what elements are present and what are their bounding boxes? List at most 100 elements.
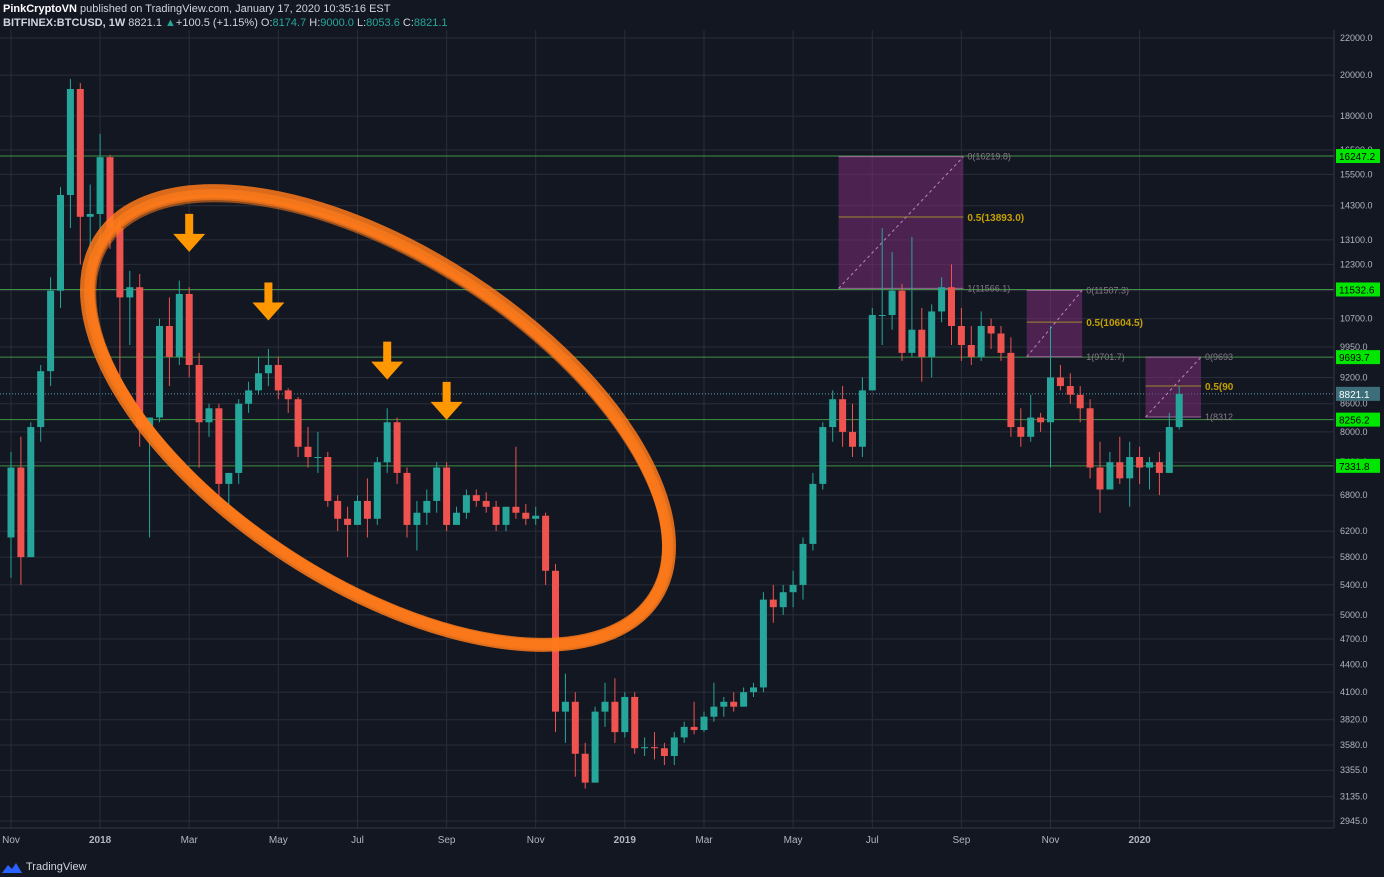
author-name[interactable]: PinkCryptoVN [3,3,77,15]
candle-down [769,599,777,608]
candle-up [96,157,104,214]
price-tick-label: 3355.0 [1340,765,1368,775]
candle-up [7,467,15,538]
time-tick-label: Nov [527,835,545,846]
candle-down [997,333,1005,353]
candle-down [611,701,619,733]
candle-up [680,726,688,738]
candle-down [17,467,25,558]
price-tick-label: 14300.0 [1340,201,1373,211]
level-price-label: 7331.8 [1339,462,1370,473]
candle-up [601,701,609,712]
candle-up [779,592,787,608]
price-axis-bg [1334,0,1384,877]
candle-down [839,399,847,432]
fib-label-top: 0(16219.8) [967,152,1011,162]
time-axis-bg [0,828,1334,877]
candle-up [354,500,361,525]
time-tick-label: 2020 [1128,835,1151,846]
time-tick-label: 2018 [89,835,112,846]
time-tick-label: Sep [438,835,456,846]
candle-down [571,701,579,754]
price-tick-label: 3135.0 [1340,792,1368,802]
level-price-tag [1336,412,1380,427]
candle-up [868,315,876,391]
fib-label-bottom: 1(11566.1) [967,283,1010,293]
candle-up [462,495,470,513]
candle-up [235,403,243,473]
candle-up [423,500,431,513]
candle-down [344,518,352,525]
candle-down [581,753,589,783]
down-arrow-icon [173,213,206,252]
time-tick-label: May [269,835,288,846]
candle-down [294,399,302,447]
candle-up [502,506,510,525]
candle-down [1076,394,1084,409]
fib-label-top: 0(9693 [1205,352,1233,362]
candle-down [542,515,550,571]
time-tick-label: Mar [181,835,199,846]
price-tick-label: 8600.0 [1340,399,1368,409]
close-label: C: [402,17,414,29]
price-tick-label: 20000.0 [1340,70,1373,80]
price-tick-label: 12300.0 [1340,259,1373,269]
candle-up [413,512,421,525]
candle-up [1027,417,1035,437]
candle-down [165,326,173,357]
candle-down [690,726,698,731]
time-tick-label: Nov [1042,835,1060,846]
open-value: 8174.7 [272,17,307,29]
candle-up [621,696,629,733]
candle-up [561,701,569,712]
candle-down [512,506,520,513]
level-price-tag [1336,149,1380,164]
time-tick-label: Jul [866,835,879,846]
candle-up [205,408,213,423]
candle-up [1106,462,1114,490]
candle-down [106,157,114,229]
candle-down [1037,417,1045,423]
down-arrow-icon [430,381,463,420]
tradingview-logo[interactable]: TradingView [2,861,87,873]
candle-up [433,467,441,501]
candle-up [700,716,708,731]
candle-up [710,706,718,717]
price-tick-label: 18000.0 [1340,111,1373,121]
price-tick-label: 22000.0 [1340,33,1373,43]
candle-down [1056,377,1064,387]
candle-down [1066,386,1074,395]
candle-up [829,399,837,428]
price-tick-label: 3820.0 [1340,715,1368,725]
tradingview-brand: TradingView [26,861,87,873]
publish-info: PinkCryptoVN published on TradingView.co… [3,3,390,16]
candle-down [898,290,906,353]
candle-down [274,364,282,391]
candle-up [799,543,807,585]
price-tick-label: 6800.0 [1340,490,1368,500]
candle-down [849,431,856,447]
price-tick-label: 4700.0 [1340,634,1368,644]
candle-up [66,88,74,195]
level-price-tag [1336,458,1380,473]
candle-up [373,462,381,519]
published-text: published on TradingView.com, January 17… [80,3,391,15]
symbol-name[interactable]: BITFINEX:BTCUSD, 1W [3,17,126,29]
candle-down [116,228,124,298]
candle-up [156,326,163,418]
candle-up [1146,462,1153,468]
candle-down [1017,427,1025,437]
candle-down [1155,462,1163,473]
fib-trend-line [838,156,964,289]
price-tick-label: 8000.0 [1340,427,1368,437]
candle-up [670,737,678,757]
candle-up [245,390,253,404]
candle-down [76,88,84,217]
candle-up [878,315,886,317]
candle-down [472,495,480,501]
candle-up [888,290,896,316]
candle-down [492,506,500,525]
high-value: 9000.0 [320,17,354,29]
